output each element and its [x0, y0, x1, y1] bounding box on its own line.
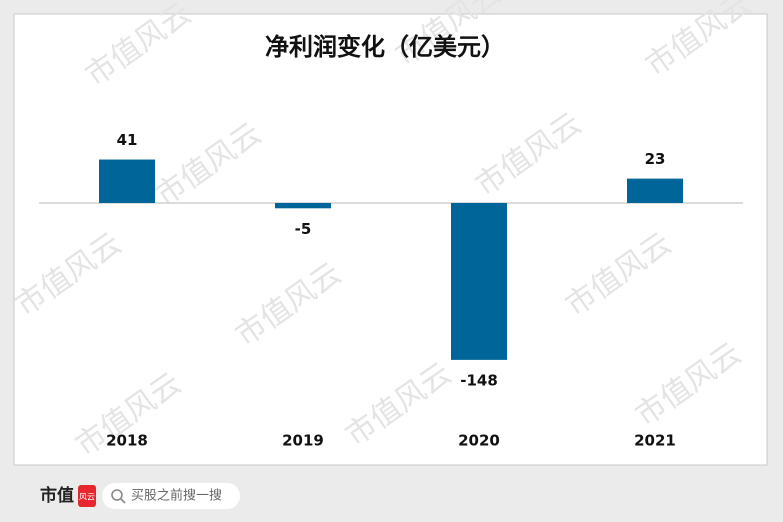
logo-mark: 风云	[79, 493, 95, 502]
chart-card	[13, 13, 768, 466]
bar	[275, 203, 331, 209]
x-tick-label: 2021	[634, 432, 676, 450]
x-tick-label: 2019	[282, 432, 324, 450]
logo-mark-bg	[78, 485, 96, 507]
bar	[627, 178, 683, 203]
value-label: -148	[460, 371, 498, 389]
chart-title: 净利润变化（亿美元）	[265, 33, 505, 61]
search-placeholder: 买股之前搜一搜	[131, 488, 222, 504]
search-icon	[111, 489, 123, 501]
search-icon-handle	[120, 498, 126, 504]
x-tick-label: 2018	[106, 432, 148, 450]
logo-text: 市值	[40, 485, 74, 506]
bar	[99, 159, 155, 203]
bar	[451, 203, 507, 360]
search-box[interactable]	[102, 483, 240, 509]
value-label: 41	[117, 131, 138, 149]
value-label: 23	[645, 150, 666, 168]
value-label: -5	[295, 220, 312, 238]
x-tick-label: 2020	[458, 432, 500, 450]
